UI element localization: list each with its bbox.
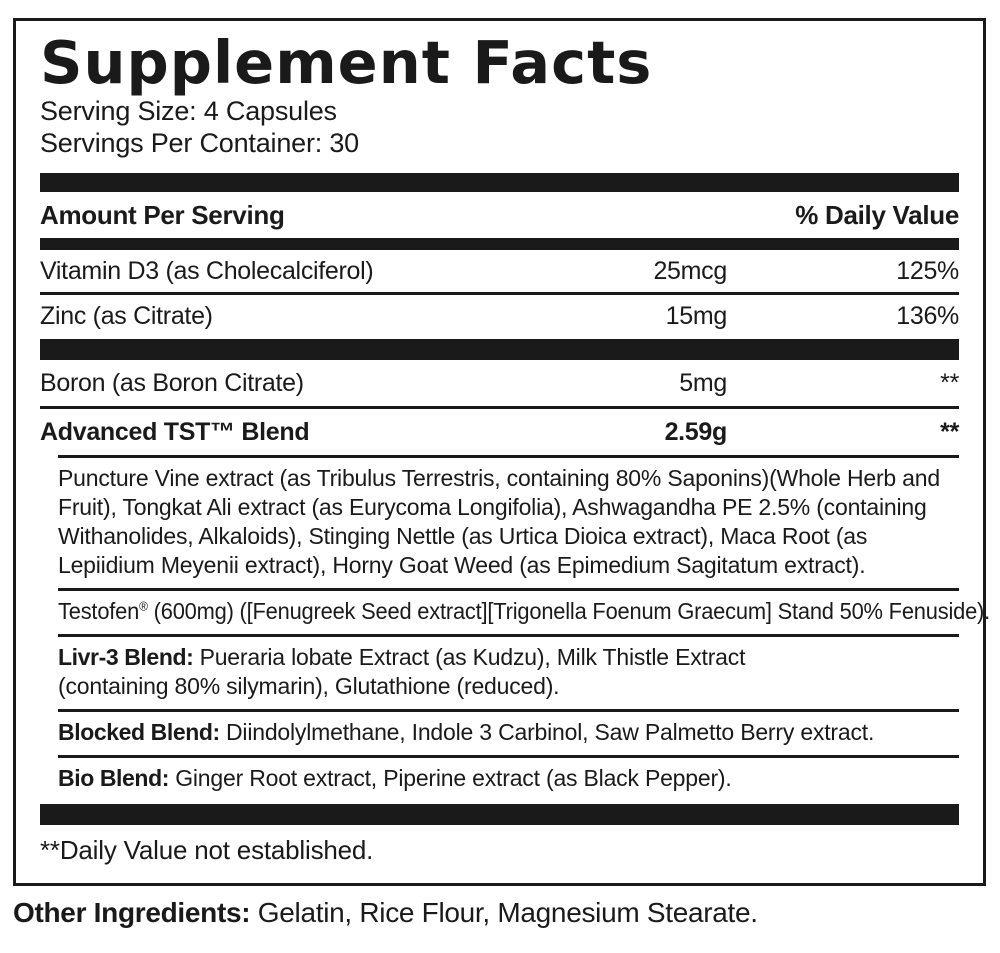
blend-separator <box>58 588 959 591</box>
blocked-blend-row: Blocked Blend: Diindolylmethane, Indole … <box>58 712 959 755</box>
bio-blend-text: Ginger Root extract, Piperine extract (a… <box>169 765 732 791</box>
blend-separator <box>58 455 959 458</box>
other-ingredients-label: Other Ingredients: <box>13 897 251 928</box>
supplement-facts-panel: Supplement Facts Serving Size: 4 Capsule… <box>13 18 990 886</box>
nutrient-row-boron: Boron (as Boron Citrate) 5mg ** <box>40 360 959 409</box>
serving-size: Serving Size: 4 Capsules <box>40 96 337 126</box>
nutrient-amount: 2.59g <box>664 418 728 446</box>
nutrient-name: Vitamin D3 (as Cholecalciferol) <box>40 257 374 285</box>
nutrient-daily-value: 125% <box>896 257 959 285</box>
table-header-row: Amount Per Serving % Daily Value <box>40 192 959 238</box>
other-ingredients-text: Gelatin, Rice Flour, Magnesium Stearate. <box>250 897 758 928</box>
bio-blend-row: Bio Blend: Ginger Root extract, Piperine… <box>58 758 959 801</box>
nutrient-name: Advanced TST™ Blend <box>40 418 310 446</box>
registered-mark: ® <box>139 599 148 614</box>
nutrient-amount: 5mg <box>679 369 727 397</box>
nutrient-amount: 25mcg <box>653 257 727 285</box>
nutrient-row-zinc: Zinc (as Citrate) 15mg 136% <box>40 295 959 337</box>
nutrient-row-advanced-tst-blend: Advanced TST™ Blend 2.59g ** <box>40 409 959 455</box>
blocked-blend-label: Blocked Blend: <box>58 719 220 745</box>
amount-per-serving-header: Amount Per Serving <box>40 200 285 230</box>
tst-blend-ingredients: Puncture Vine extract (as Tribulus Terre… <box>58 465 940 578</box>
livr3-blend-text: Pueraria lobate Extract (as Kudzu), Milk… <box>58 644 746 699</box>
daily-value-header: % Daily Value <box>795 200 959 230</box>
divider-bar-thick <box>40 173 959 192</box>
blocked-blend-text: Diindolylmethane, Indole 3 Carbinol, Saw… <box>219 719 875 745</box>
blend-separator <box>58 634 959 637</box>
nutrient-daily-value: ** <box>940 418 959 446</box>
nutrient-daily-value: ** <box>940 369 959 397</box>
testofen-row: Testofen® (600mg) ([Fenugreek Seed extra… <box>58 591 990 634</box>
other-ingredients: Other Ingredients: Gelatin, Rice Flour, … <box>13 896 758 930</box>
livr3-blend-row: Livr-3 Blend: Pueraria lobate Extract (a… <box>58 637 838 709</box>
nutrient-name: Zinc (as Citrate) <box>40 302 213 330</box>
testofen-name: Testofen <box>58 598 140 624</box>
blend-separator <box>58 709 959 712</box>
divider-bar-medium <box>40 238 959 250</box>
bio-blend-label: Bio Blend: <box>58 765 169 791</box>
testofen-description: (600mg) ([Fenugreek Seed extract][Trigon… <box>147 598 991 624</box>
nutrient-daily-value: 136% <box>896 302 959 330</box>
daily-value-footnote: **Daily Value not established. <box>40 835 374 865</box>
nutrient-name: Boron (as Boron Citrate) <box>40 369 304 397</box>
divider-bar-thick <box>40 804 959 825</box>
blend-separator <box>58 755 959 758</box>
servings-per-container: Servings Per Container: 30 <box>40 128 359 158</box>
panel-title: Supplement Facts <box>40 28 653 97</box>
livr3-blend-label: Livr-3 Blend: <box>58 644 194 670</box>
nutrient-row-vitamin-d3: Vitamin D3 (as Cholecalciferol) 25mcg 12… <box>40 250 959 295</box>
nutrient-amount: 15mg <box>665 302 728 330</box>
testofen-text: Testofen® (600mg) ([Fenugreek Seed extra… <box>58 597 990 626</box>
divider-bar-thick <box>40 339 959 360</box>
